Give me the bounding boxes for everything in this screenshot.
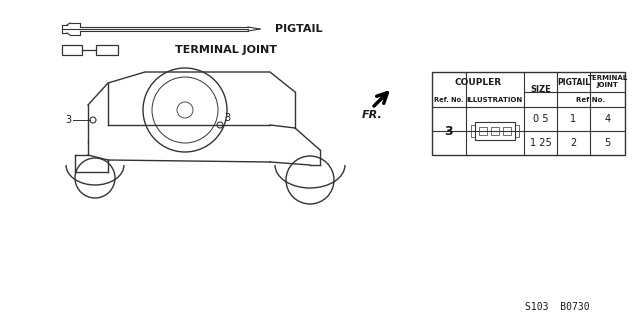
Text: PIGTAIL: PIGTAIL [275,24,322,34]
Bar [432,72,625,155]
Text: COUPLER: COUPLER [454,77,501,86]
Text: TERMINAL JOINT: TERMINAL JOINT [175,45,277,55]
Text: 1 25: 1 25 [529,138,552,148]
Bar [471,125,475,137]
Text: 0 5: 0 5 [533,114,548,124]
Text: 3: 3 [224,113,230,123]
Bar [479,127,487,135]
Text: 3: 3 [445,124,454,138]
Bar [503,127,511,135]
Bar [62,45,82,55]
Bar [475,122,515,140]
Bar [491,127,499,135]
Text: Ref. No.: Ref. No. [434,97,464,102]
Bar [96,45,118,55]
Text: 2: 2 [570,138,576,148]
Bar [515,125,519,137]
Text: 4: 4 [605,114,610,124]
Text: 1: 1 [571,114,576,124]
Text: JOINT: JOINT [597,82,619,88]
Text: 3: 3 [65,115,71,125]
Text: TERMINAL: TERMINAL [587,75,627,81]
Text: ILLUSTRATION: ILLUSTRATION [467,97,523,102]
Text: S103  B0730: S103 B0730 [526,302,590,312]
Text: 5: 5 [605,138,611,148]
Text: SIZE: SIZE [530,85,551,94]
Text: Ref No.: Ref No. [576,97,606,102]
Text: PIGTAIL: PIGTAIL [557,77,590,86]
Text: FR.: FR. [362,110,383,120]
